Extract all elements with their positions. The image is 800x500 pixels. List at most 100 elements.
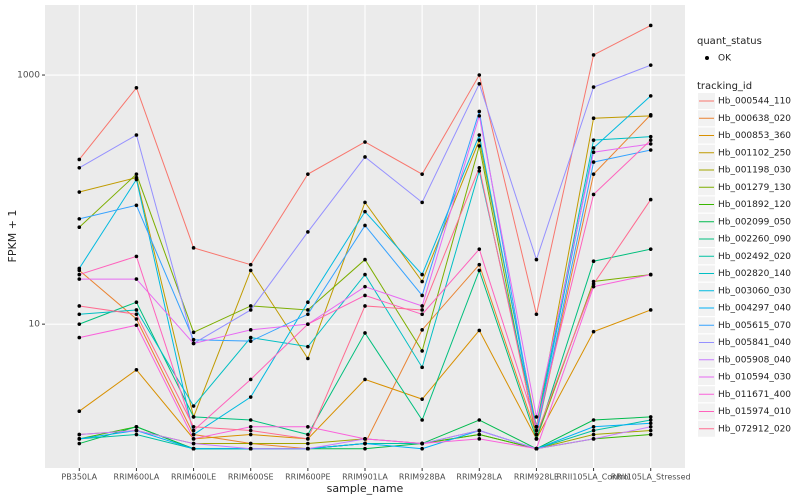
data-point	[77, 266, 82, 271]
data-point	[477, 428, 482, 433]
x-tick-label: RRIM901LA	[342, 473, 388, 482]
data-point	[363, 155, 367, 159]
legend-label: Hb_072912_020	[718, 424, 791, 434]
data-point	[77, 437, 82, 441]
data-point	[648, 63, 653, 67]
data-point	[420, 293, 424, 298]
data-point	[648, 142, 653, 146]
x-tick-label: RRII105LA_Control	[557, 473, 631, 482]
data-point	[248, 268, 253, 273]
data-point	[420, 272, 424, 277]
data-point	[648, 23, 653, 28]
data-point	[134, 300, 139, 305]
data-point	[648, 428, 653, 433]
data-point	[306, 230, 310, 234]
y-tick-label: 10	[29, 320, 41, 330]
x-axis-title: sample_name	[327, 482, 404, 495]
data-point	[363, 209, 367, 214]
data-point	[191, 441, 196, 446]
data-point	[248, 328, 253, 332]
x-tick-label: RRIM600LA	[114, 473, 160, 482]
data-point	[306, 356, 310, 361]
data-point	[77, 409, 82, 414]
legend-label: Hb_005908_040	[718, 355, 791, 365]
data-point	[591, 259, 596, 264]
legend-label: Hb_015974_010	[718, 407, 791, 417]
data-point	[363, 437, 367, 441]
data-point	[648, 432, 653, 437]
data-point	[591, 116, 596, 121]
data-point	[191, 415, 196, 419]
data-point	[534, 312, 539, 317]
data-point	[363, 446, 367, 451]
data-point	[134, 317, 139, 321]
data-point	[363, 284, 367, 289]
data-point	[648, 424, 653, 429]
data-point	[420, 200, 424, 205]
data-point	[77, 432, 82, 437]
data-point	[248, 335, 253, 340]
data-point	[77, 165, 82, 170]
data-point	[363, 200, 367, 205]
data-point	[134, 428, 139, 433]
data-point	[77, 277, 82, 281]
legend-label: Hb_011671_400	[718, 390, 791, 400]
legend-label: Hb_005615_070	[718, 321, 791, 331]
legend-label: Hb_001279_130	[718, 183, 791, 193]
data-point	[306, 437, 310, 441]
data-point	[420, 328, 424, 332]
data-point	[134, 368, 139, 372]
data-point	[420, 349, 424, 353]
data-point	[306, 432, 310, 437]
data-point	[363, 257, 367, 262]
data-point	[591, 150, 596, 155]
data-point	[363, 304, 367, 308]
data-point	[134, 424, 139, 429]
data-point	[591, 284, 596, 289]
legend-label: OK	[718, 54, 732, 64]
data-point	[191, 424, 196, 429]
data-point	[191, 437, 196, 441]
data-point	[477, 437, 482, 441]
data-point	[648, 134, 653, 139]
data-point	[248, 441, 253, 446]
data-point	[420, 397, 424, 401]
data-point	[363, 140, 367, 144]
data-point	[363, 377, 367, 382]
data-point	[534, 415, 539, 419]
legend-label: Hb_002260_090	[718, 235, 791, 245]
x-tick-label: RRIM928LA	[456, 473, 502, 482]
data-point	[134, 308, 139, 312]
data-point	[363, 272, 367, 277]
data-point	[591, 192, 596, 197]
data-point	[134, 133, 139, 137]
data-point	[534, 428, 539, 433]
data-point	[134, 323, 139, 328]
data-point	[420, 446, 424, 451]
data-point	[363, 441, 367, 446]
legend-label: Hb_003060_030	[718, 286, 791, 296]
data-point	[306, 172, 310, 176]
data-point	[248, 446, 253, 451]
data-point	[648, 308, 653, 312]
x-tick-label: RRIM928BA	[399, 473, 446, 482]
data-point	[77, 312, 82, 317]
legend-label: Hb_005841_040	[718, 338, 791, 348]
data-point	[477, 418, 482, 422]
data-point	[477, 169, 482, 173]
data-point	[648, 148, 653, 152]
data-point	[134, 277, 139, 281]
x-tick-label: RRIM600SE	[228, 473, 274, 482]
data-point	[134, 432, 139, 437]
y-tick-label: 1000	[17, 71, 40, 81]
data-point	[477, 432, 482, 437]
legend-title: quant_status	[697, 36, 762, 47]
data-point	[591, 85, 596, 89]
data-point	[534, 424, 539, 429]
data-point	[648, 197, 653, 202]
legend-label: Hb_000638_020	[718, 114, 791, 124]
data-point	[477, 114, 482, 118]
data-point	[77, 441, 82, 446]
data-point	[191, 341, 196, 346]
